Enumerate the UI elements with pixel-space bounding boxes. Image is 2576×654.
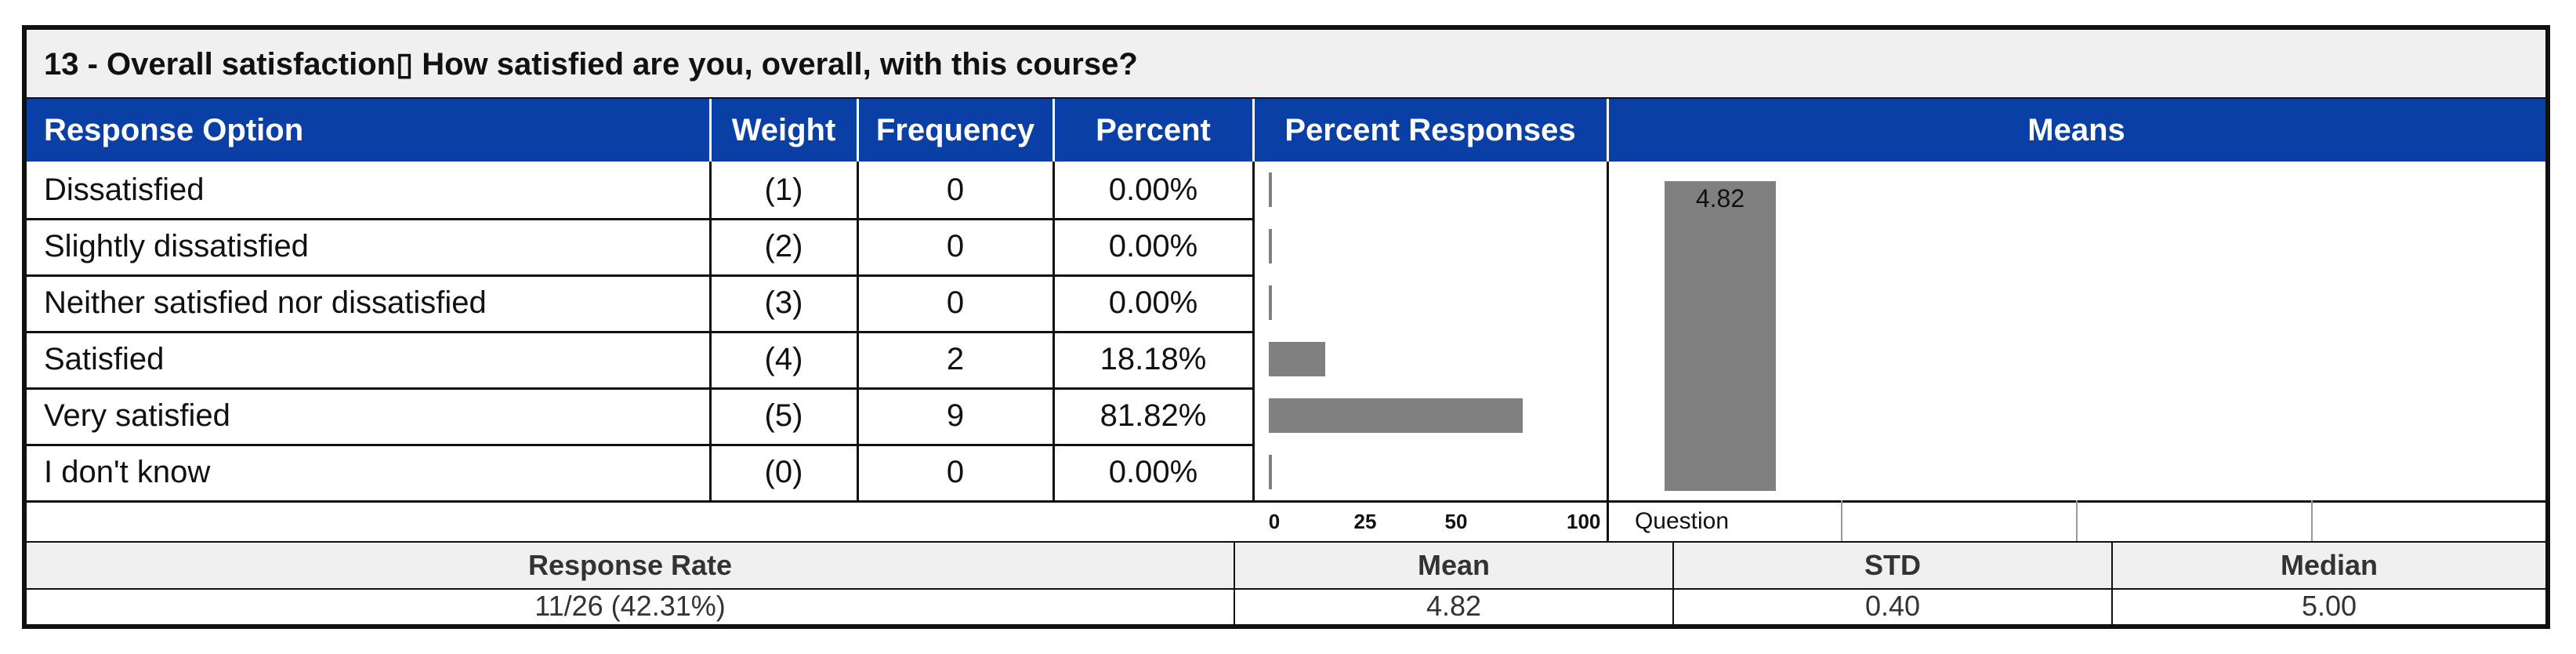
frequency-cell: 0 xyxy=(946,285,965,320)
weight-cell: (3) xyxy=(764,285,803,320)
x-tick-label: 0 xyxy=(1268,510,1281,533)
mean-header: Mean xyxy=(1235,543,1672,588)
header-percent-responses: Percent Responses xyxy=(1253,99,1607,162)
x-tick-label: 50 xyxy=(1444,510,1468,533)
percent-bar xyxy=(1269,173,1272,207)
percent-cell: 81.82% xyxy=(1100,398,1207,433)
response-option-cell: Slightly dissatisfied xyxy=(44,229,309,263)
std-header: STD xyxy=(1674,543,2111,588)
means-x-label: Question xyxy=(1634,508,1730,534)
response-rate-value: 11/26 (42.31%) xyxy=(534,590,726,622)
percent-cell: 18.18% xyxy=(1100,342,1207,376)
header-frequency: Frequency xyxy=(857,99,1053,162)
response-option-cell: Very satisfied xyxy=(44,398,230,433)
median-header: Median xyxy=(2113,543,2545,588)
percent-cell: 0.00% xyxy=(1108,173,1198,207)
response-option-cell: I don't know xyxy=(44,455,211,489)
percent-bar xyxy=(1269,285,1272,320)
header-weight: Weight xyxy=(710,99,857,162)
x-tick-label: 100 xyxy=(1567,510,1601,533)
mean-bar xyxy=(1665,180,1776,491)
mean-data-label: 4.82 xyxy=(1695,183,1745,213)
std-value: 0.40 xyxy=(1864,590,1921,622)
percent-cell: 0.00% xyxy=(1108,455,1198,489)
weight-cell: (1) xyxy=(764,173,803,207)
weight-cell: (2) xyxy=(764,229,803,263)
percent-bar xyxy=(1269,229,1272,263)
frequency-cell: 2 xyxy=(946,342,965,376)
weight-cell: (0) xyxy=(764,455,803,489)
frequency-cell: 9 xyxy=(946,398,965,433)
percent-cell: 0.00% xyxy=(1108,229,1198,263)
weight-cell: (5) xyxy=(764,398,803,433)
percent-bar xyxy=(1269,398,1523,433)
header-response-option: Response Option xyxy=(27,99,710,162)
header-percent: Percent xyxy=(1053,99,1253,162)
question-title: 13 - Overall satisfaction▯ How satisfied… xyxy=(27,30,2545,99)
response-rate-header: Response Rate xyxy=(27,543,1234,588)
percent-bar xyxy=(1269,342,1325,376)
x-tick-label: 25 xyxy=(1353,510,1377,533)
response-option-cell: Satisfied xyxy=(44,342,165,376)
frequency-cell: 0 xyxy=(946,455,965,489)
median-value: 5.00 xyxy=(2301,590,2357,622)
weight-cell: (4) xyxy=(764,342,803,376)
response-option-cell: Neither satisfied nor dissatisfied xyxy=(44,285,487,320)
header-means: Means xyxy=(1607,99,2545,162)
mean-value: 4.82 xyxy=(1426,590,1482,622)
survey-question-table: 13 - Overall satisfaction▯ How satisfied… xyxy=(22,25,2550,629)
percent-bar xyxy=(1269,455,1272,489)
percent-cell: 0.00% xyxy=(1108,285,1198,320)
response-option-cell: Dissatisfied xyxy=(44,173,205,207)
frequency-cell: 0 xyxy=(946,229,965,263)
frequency-cell: 0 xyxy=(946,173,965,207)
